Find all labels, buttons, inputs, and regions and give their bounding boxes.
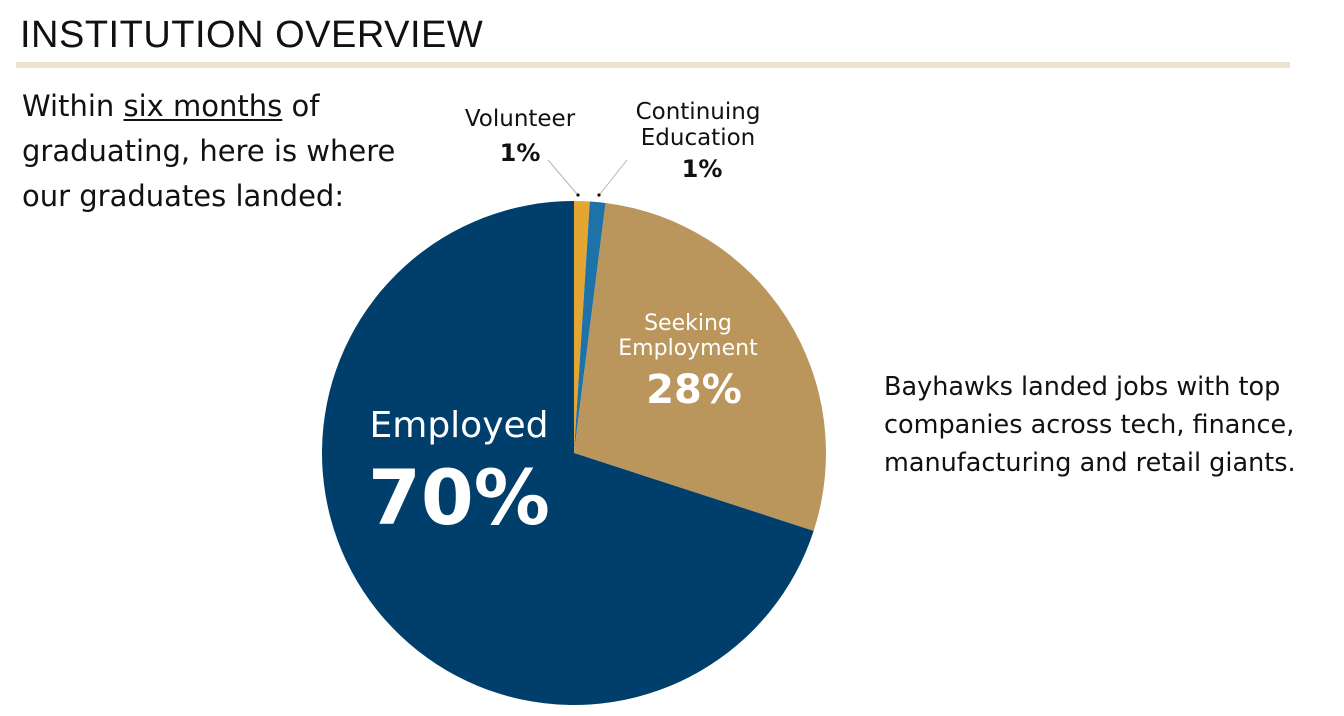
volunteer-leader-line — [547, 159, 578, 195]
continuing-label-line1: Continuing — [636, 99, 761, 125]
volunteer-pct: 1% — [500, 139, 541, 167]
title-divider — [16, 62, 1290, 68]
employed-label: Employed — [370, 405, 549, 446]
continuing-label-line2: Education — [641, 125, 756, 151]
page-title: INSTITUTION OVERVIEW — [20, 14, 484, 56]
side-note: Bayhawks landed jobs with top companies … — [884, 372, 1296, 478]
intro-line-3: our graduates landed: — [22, 179, 345, 213]
pie-slices — [322, 201, 827, 705]
pie-slice-seeking-employment — [574, 202, 827, 531]
intro-text: Within six months of graduating, here is… — [22, 84, 395, 219]
continuing-pct: 1% — [682, 155, 723, 183]
pie-slice-volunteer — [574, 201, 590, 453]
seeking-label-line1: Seeking — [644, 311, 732, 336]
seeking-label-line2: Employment — [618, 336, 758, 361]
intro-line-1: Within six months of — [22, 89, 320, 123]
volunteer-leader-dot — [576, 193, 580, 197]
continuing-leader-line — [599, 159, 628, 195]
six-months-emphasis: six months — [123, 89, 283, 123]
volunteer-label: Volunteer — [465, 106, 576, 132]
pie-slice-employed — [322, 201, 814, 705]
employed-pct: 70% — [368, 453, 550, 542]
intro-line-2: graduating, here is where — [22, 134, 396, 168]
seeking-pct: 28% — [646, 367, 742, 413]
pie-slice-continuing-education — [574, 201, 606, 453]
continuing-leader-dot — [597, 193, 601, 197]
